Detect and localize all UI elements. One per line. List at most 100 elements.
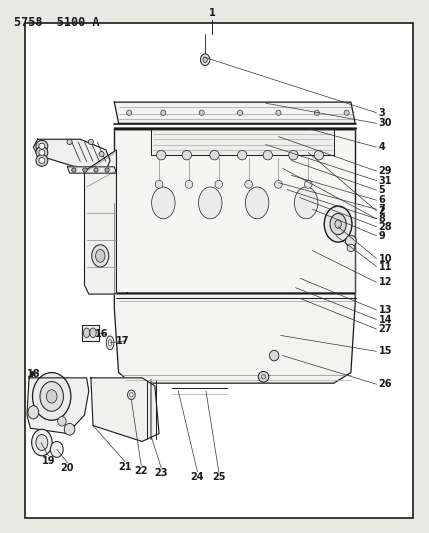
Polygon shape <box>33 139 110 171</box>
Text: 19: 19 <box>42 456 55 466</box>
Text: 1: 1 <box>209 8 216 18</box>
Text: 3: 3 <box>379 108 385 118</box>
Ellipse shape <box>57 417 66 426</box>
Ellipse shape <box>36 434 48 450</box>
Ellipse shape <box>157 150 166 160</box>
Ellipse shape <box>64 423 75 435</box>
Ellipse shape <box>182 150 191 160</box>
Text: 31: 31 <box>379 175 392 185</box>
Polygon shape <box>27 378 89 433</box>
Ellipse shape <box>314 150 323 160</box>
Ellipse shape <box>238 150 247 160</box>
Ellipse shape <box>72 168 76 172</box>
Text: 11: 11 <box>379 262 392 271</box>
Ellipse shape <box>94 168 98 172</box>
Ellipse shape <box>32 429 52 456</box>
Ellipse shape <box>155 180 163 188</box>
Text: 30: 30 <box>379 118 392 128</box>
Ellipse shape <box>199 187 222 219</box>
Text: 17: 17 <box>116 336 130 346</box>
Text: 13: 13 <box>379 305 392 315</box>
Ellipse shape <box>344 110 349 115</box>
Ellipse shape <box>90 328 96 337</box>
Text: 5758  5100 A: 5758 5100 A <box>14 16 100 29</box>
Ellipse shape <box>96 249 105 262</box>
Ellipse shape <box>258 372 269 382</box>
Text: 18: 18 <box>27 369 40 378</box>
Ellipse shape <box>99 151 104 157</box>
Ellipse shape <box>36 140 48 152</box>
Ellipse shape <box>46 390 57 403</box>
Text: 4: 4 <box>379 142 385 152</box>
Text: 6: 6 <box>379 195 385 205</box>
Polygon shape <box>151 128 334 155</box>
Ellipse shape <box>215 180 223 188</box>
Ellipse shape <box>40 382 63 411</box>
Ellipse shape <box>324 206 352 242</box>
Text: 15: 15 <box>379 346 392 357</box>
Ellipse shape <box>305 180 312 188</box>
Text: 8: 8 <box>379 214 386 224</box>
Polygon shape <box>85 150 116 294</box>
Ellipse shape <box>269 350 279 361</box>
Ellipse shape <box>346 235 356 247</box>
Text: 25: 25 <box>212 472 226 482</box>
Ellipse shape <box>200 54 210 66</box>
Text: 14: 14 <box>379 314 392 325</box>
Ellipse shape <box>50 441 63 457</box>
Ellipse shape <box>314 110 319 115</box>
Ellipse shape <box>106 336 114 350</box>
Text: 27: 27 <box>379 324 392 334</box>
Ellipse shape <box>161 110 166 115</box>
Ellipse shape <box>263 150 272 160</box>
Text: 21: 21 <box>118 462 132 472</box>
Ellipse shape <box>36 155 48 166</box>
Ellipse shape <box>203 57 207 62</box>
Ellipse shape <box>33 373 71 420</box>
Text: 16: 16 <box>95 329 108 340</box>
Polygon shape <box>67 167 116 173</box>
Text: 10: 10 <box>379 254 392 263</box>
Text: 2: 2 <box>379 206 385 216</box>
Ellipse shape <box>245 187 269 219</box>
Ellipse shape <box>67 139 72 144</box>
Text: 12: 12 <box>379 277 392 287</box>
Text: 24: 24 <box>191 472 204 482</box>
Ellipse shape <box>88 139 94 144</box>
Ellipse shape <box>39 158 45 164</box>
Ellipse shape <box>127 110 132 115</box>
Ellipse shape <box>335 220 341 228</box>
Ellipse shape <box>347 244 355 252</box>
Polygon shape <box>115 102 355 123</box>
Ellipse shape <box>127 390 135 400</box>
Ellipse shape <box>294 187 318 219</box>
Ellipse shape <box>92 245 109 267</box>
Polygon shape <box>91 378 159 441</box>
Ellipse shape <box>275 180 282 188</box>
Ellipse shape <box>39 143 45 149</box>
Ellipse shape <box>109 340 112 346</box>
Ellipse shape <box>39 150 45 156</box>
Ellipse shape <box>199 110 204 115</box>
Ellipse shape <box>210 150 219 160</box>
Text: 7: 7 <box>379 204 385 214</box>
Text: 23: 23 <box>154 469 168 478</box>
Text: 9: 9 <box>379 231 385 241</box>
Text: 28: 28 <box>379 222 392 232</box>
Ellipse shape <box>330 214 346 235</box>
Ellipse shape <box>83 328 90 337</box>
Ellipse shape <box>130 393 133 397</box>
Ellipse shape <box>105 168 109 172</box>
Text: 20: 20 <box>60 463 74 473</box>
Ellipse shape <box>238 110 243 115</box>
Ellipse shape <box>276 110 281 115</box>
Ellipse shape <box>36 147 48 158</box>
Text: 5: 5 <box>379 185 385 195</box>
Ellipse shape <box>28 406 39 419</box>
Text: 22: 22 <box>134 466 148 475</box>
Ellipse shape <box>151 187 175 219</box>
Polygon shape <box>115 293 355 383</box>
Text: 26: 26 <box>379 379 392 389</box>
Ellipse shape <box>289 150 298 160</box>
Polygon shape <box>115 128 355 293</box>
